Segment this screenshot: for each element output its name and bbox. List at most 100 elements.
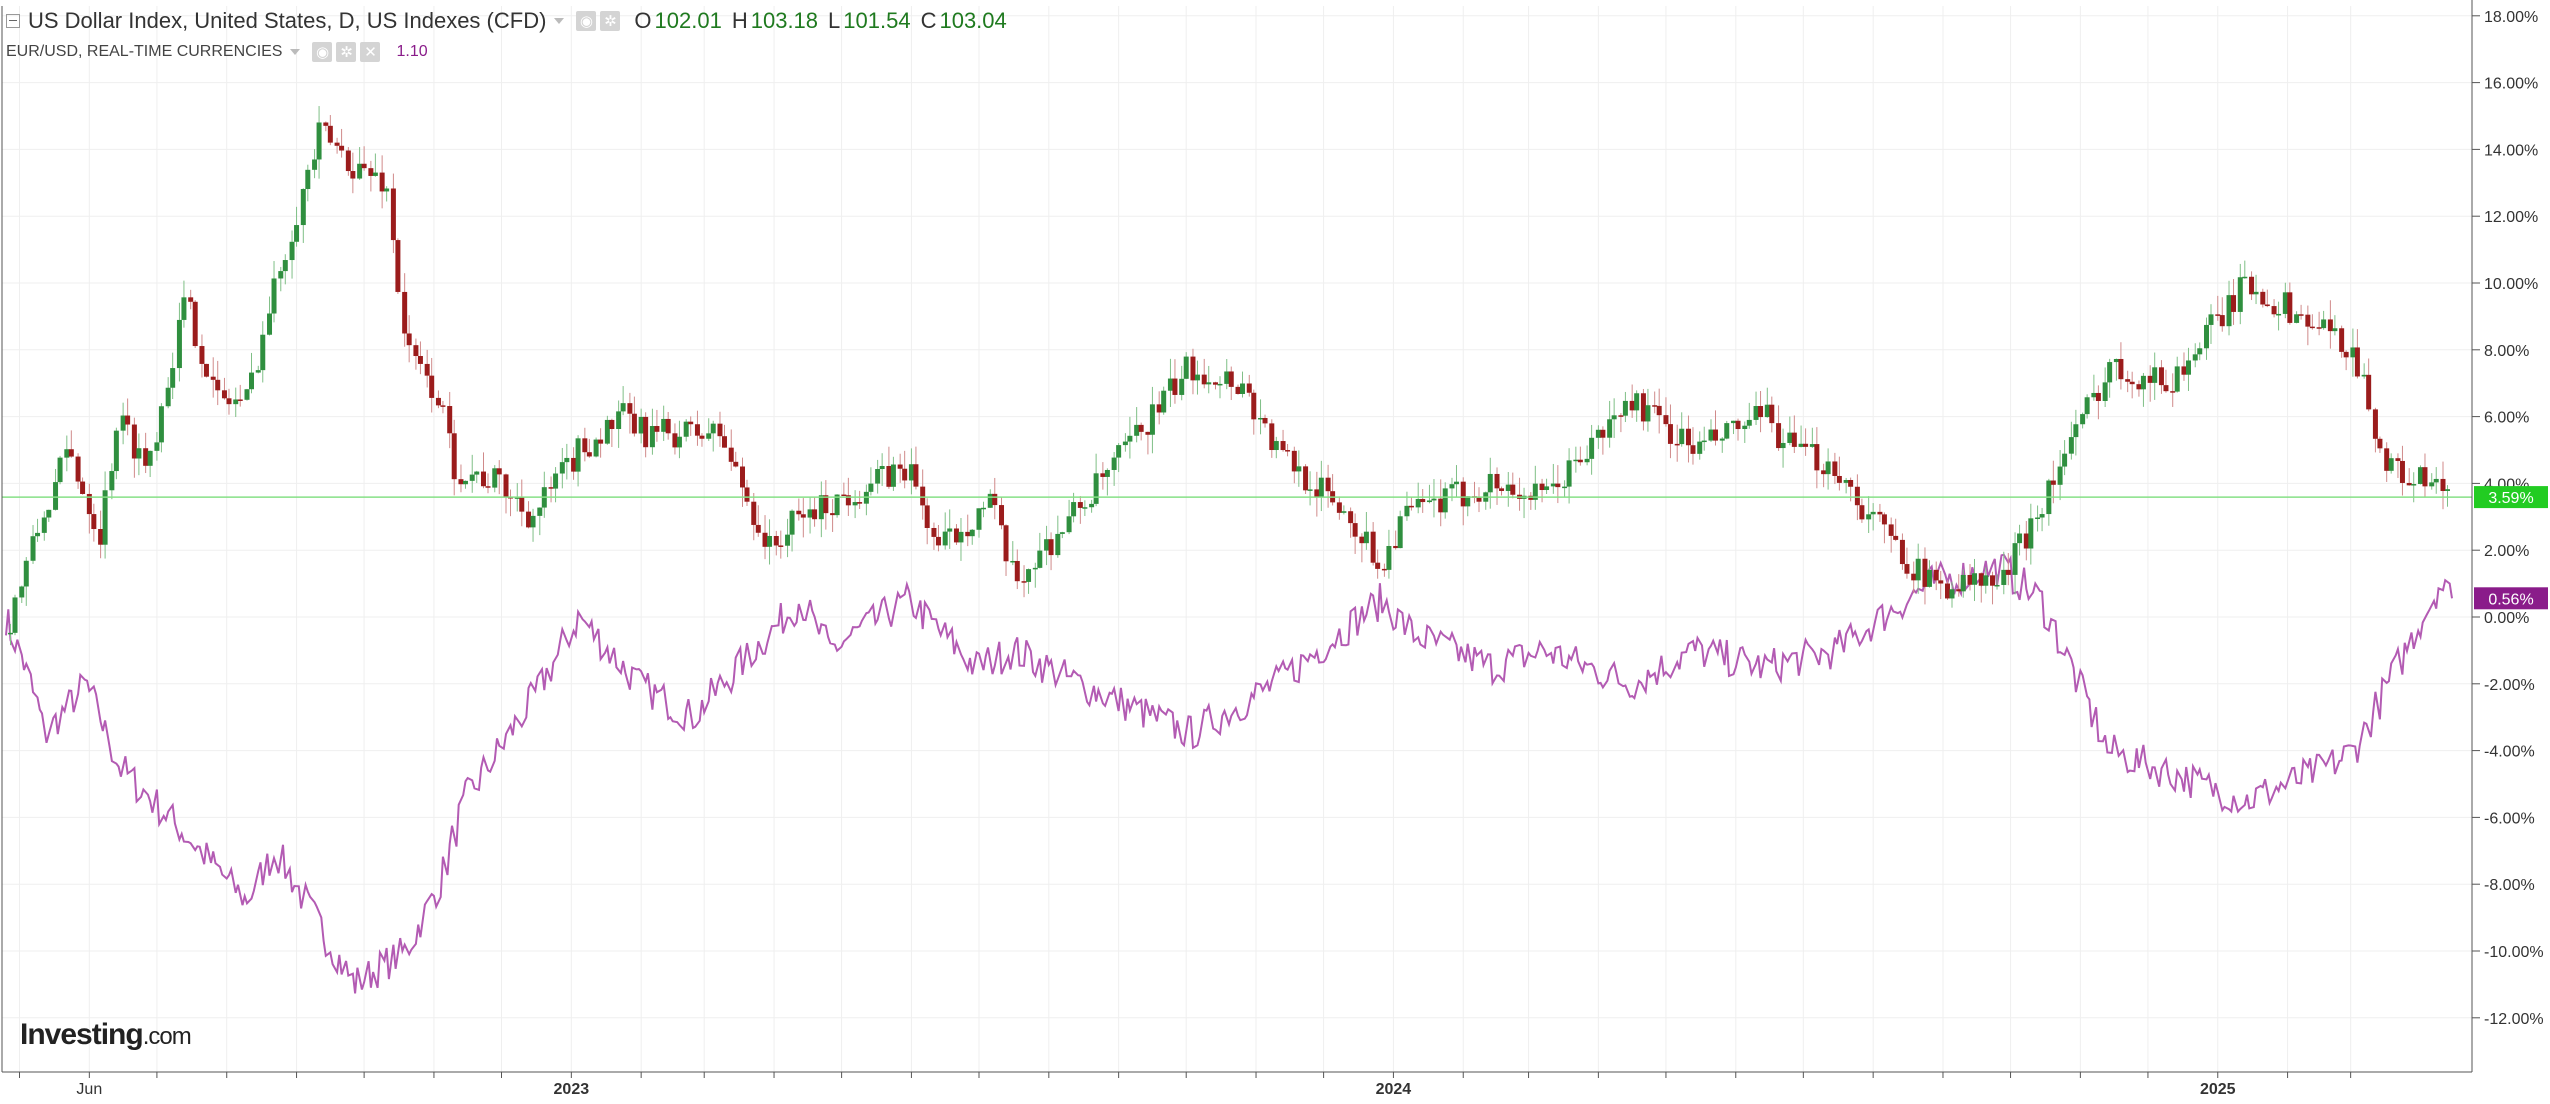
candlestick: [2361, 363, 2367, 379]
candlestick: [649, 408, 655, 455]
candlestick: [1674, 424, 1680, 462]
candlestick: [496, 460, 502, 495]
candlestick: [1532, 465, 1538, 510]
candlestick: [559, 447, 565, 489]
candlestick: [30, 525, 36, 564]
main-series-title[interactable]: US Dollar Index, United States, D, US In…: [28, 8, 547, 33]
candlestick: [2249, 271, 2255, 301]
candlestick: [526, 501, 532, 529]
candlestick: [2068, 421, 2074, 460]
candlestick: [2429, 473, 2435, 490]
candlestick: [1127, 416, 1133, 459]
candlestick: [1386, 529, 1392, 579]
candlestick: [1269, 419, 1275, 458]
candlestick: [762, 515, 768, 560]
candlestick: [688, 416, 694, 436]
candlestick: [1059, 531, 1065, 539]
candlestick: [429, 357, 435, 413]
candlestick: [1262, 414, 1268, 428]
chevron-down-icon[interactable]: [290, 49, 301, 55]
candlestick: [1352, 513, 1358, 554]
close-icon[interactable]: ✕: [360, 42, 381, 62]
candlestick: [2321, 310, 2327, 330]
y-tick-label: -2.00%: [2484, 677, 2535, 694]
candlestick: [1438, 479, 1444, 527]
candlestick: [1690, 427, 1696, 465]
candlestick: [1408, 496, 1414, 511]
candlestick: [1296, 450, 1302, 487]
candlestick: [1093, 453, 1099, 507]
candlestick: [2163, 369, 2169, 393]
candlestick: [2422, 453, 2428, 497]
compare-series-title[interactable]: EUR/USD, REAL-TIME CURRENCIES: [6, 43, 283, 60]
candlestick: [868, 467, 874, 496]
candlestick: [350, 152, 356, 194]
candlestick: [1442, 482, 1448, 519]
candlestick: [143, 432, 149, 474]
y-tick-label: -4.00%: [2484, 744, 2535, 761]
candlestick: [710, 420, 716, 452]
candlestick: [75, 453, 81, 489]
y-tick-label: 0.00%: [2484, 610, 2529, 627]
gear-icon[interactable]: ✲: [600, 11, 621, 31]
candlestick: [733, 451, 739, 468]
candlestick: [1224, 358, 1230, 390]
candlestick: [2388, 453, 2394, 474]
candlestick: [1145, 431, 1151, 455]
candlestick: [953, 524, 959, 545]
candlestick: [440, 401, 446, 414]
candlestick: [1359, 533, 1365, 563]
candlestick: [1949, 581, 1955, 608]
candlestick: [2253, 274, 2259, 305]
candlestick: [485, 473, 491, 494]
candlestick: [1922, 547, 1928, 605]
candlestick: [176, 302, 182, 382]
candlestick: [1307, 471, 1313, 506]
candlestick: [215, 360, 221, 406]
candlestick: [852, 490, 858, 519]
candlestick: [1393, 530, 1399, 550]
candlestick: [474, 470, 480, 484]
x-tick-label: 2025: [2200, 1081, 2236, 1098]
candlestick: [289, 230, 295, 279]
candlestick: [345, 147, 351, 176]
y-tick-label: -10.00%: [2484, 944, 2544, 961]
logo-text-bold: Investing: [20, 1018, 144, 1051]
candlestick: [796, 498, 802, 521]
candlestick: [593, 437, 599, 458]
main-series-legend: US Dollar Index, United States, D, US In…: [6, 8, 1007, 34]
gear-icon[interactable]: ✲: [336, 42, 357, 62]
candlestick: [2343, 350, 2349, 371]
candlestick: [1472, 481, 1478, 504]
candlestick: [2185, 347, 2191, 391]
svg-text:3.59%: 3.59%: [2488, 490, 2533, 507]
collapse-legend-icon[interactable]: [6, 14, 20, 28]
eye-icon[interactable]: ◉: [312, 42, 333, 62]
candlestick: [913, 446, 919, 490]
candlestick: [46, 509, 52, 522]
eye-icon[interactable]: ◉: [576, 11, 597, 31]
candlestick: [908, 448, 914, 495]
candlestick: [924, 498, 930, 545]
candlestick: [744, 479, 750, 506]
candlestick: [942, 512, 948, 550]
candlestick: [1156, 391, 1162, 425]
candlestick: [1753, 391, 1759, 426]
candlestick: [958, 518, 964, 561]
candlestick: [125, 398, 131, 436]
candlestick: [519, 479, 525, 527]
candlestick: [221, 377, 227, 400]
candlestick: [2350, 328, 2356, 377]
candlestick: [1983, 567, 1989, 594]
candlestick: [1944, 580, 1950, 600]
candlestick: [1314, 471, 1320, 517]
candlestick: [113, 427, 119, 480]
candlestick: [728, 429, 734, 471]
logo-text-suffix: .com: [142, 1023, 192, 1050]
candlestick: [654, 409, 660, 442]
candlestick: [1149, 386, 1155, 454]
candlestick: [2208, 304, 2214, 344]
candlestick: [2316, 311, 2322, 336]
chevron-down-icon[interactable]: [554, 18, 565, 24]
